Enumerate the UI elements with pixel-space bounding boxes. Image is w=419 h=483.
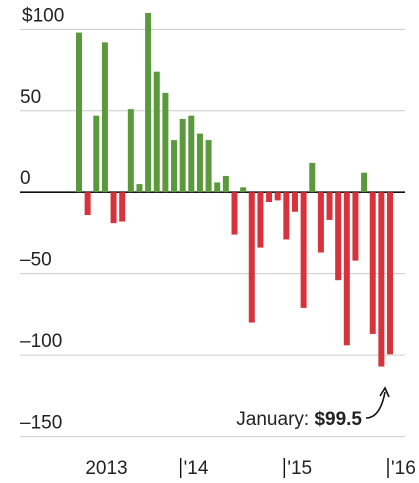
bar <box>127 109 134 193</box>
bar <box>266 192 273 202</box>
bar <box>145 13 152 193</box>
bar <box>309 162 316 193</box>
bar <box>283 192 290 240</box>
bar <box>335 192 342 281</box>
bar <box>326 192 333 220</box>
bar <box>369 192 376 334</box>
x-tick-label: '14 <box>184 458 209 479</box>
bar <box>93 115 100 193</box>
bar <box>248 192 255 323</box>
bar <box>188 115 195 193</box>
bar <box>101 42 108 193</box>
x-tick-label: '16 <box>391 458 416 479</box>
bar <box>179 118 186 193</box>
bar <box>171 140 178 193</box>
bar <box>196 133 203 193</box>
annotation: January: $99.5 <box>236 409 362 430</box>
y-tick-label: 0 <box>20 168 31 189</box>
bar <box>387 192 393 355</box>
bar <box>119 192 126 222</box>
bar <box>240 187 247 193</box>
bar <box>300 192 307 308</box>
bar <box>214 182 221 193</box>
bar <box>274 192 281 201</box>
bar <box>110 192 117 224</box>
bar <box>317 192 324 253</box>
bar <box>343 192 350 346</box>
bar <box>205 140 212 193</box>
y-tick-label: $100 <box>22 5 64 26</box>
y-tick-label: –150 <box>20 413 62 434</box>
bar <box>76 32 82 193</box>
bar <box>352 192 359 261</box>
bar <box>291 192 298 212</box>
value-label: $99.5 <box>314 409 362 430</box>
y-tick-label: –100 <box>20 331 62 352</box>
bar <box>378 192 385 367</box>
bar <box>162 92 169 193</box>
bar <box>257 192 264 248</box>
annotation-arrow <box>365 391 386 419</box>
y-tick-label: 50 <box>20 87 41 108</box>
y-tick-label: –50 <box>20 250 52 271</box>
annotation-text: January: <box>236 409 309 430</box>
bar <box>84 192 91 216</box>
bar <box>136 184 143 193</box>
arrow-head <box>379 386 390 398</box>
bar <box>153 71 160 193</box>
x-tick-label: 2013 <box>85 458 127 479</box>
bar <box>231 192 238 235</box>
x-tick-label: '15 <box>287 458 312 479</box>
bar <box>361 172 368 193</box>
bar <box>222 175 229 193</box>
